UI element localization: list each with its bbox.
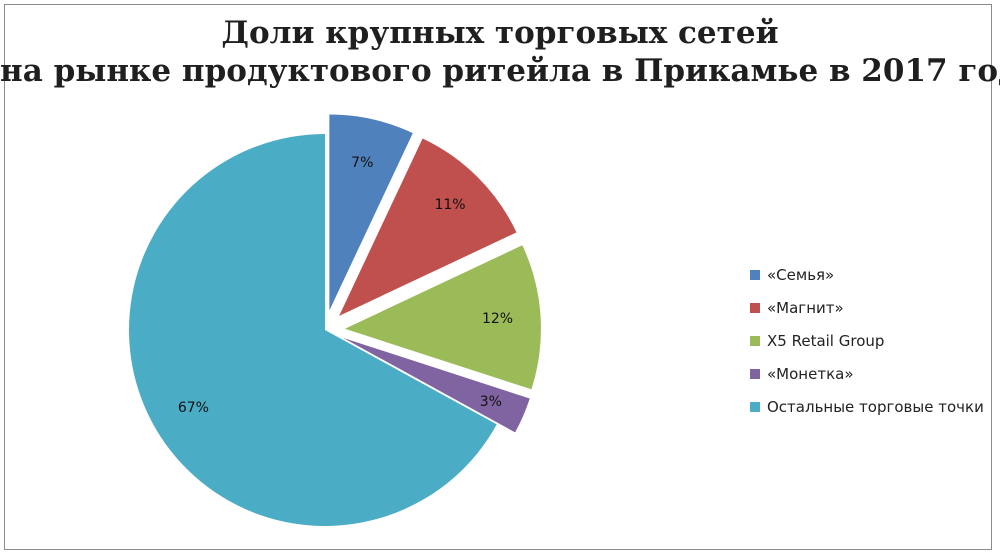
chart-title: Доли крупных торговых сетей на рынке про… xyxy=(0,14,1000,90)
data-label-1: 11% xyxy=(434,197,465,213)
pie-slice-1 xyxy=(339,138,517,316)
legend-label: X5 Retail Group xyxy=(767,331,885,350)
legend-item-magnit: «Магнит» xyxy=(750,291,990,324)
pie-slice-3 xyxy=(343,337,530,433)
data-label-2: 12% xyxy=(482,311,513,327)
legend-item-x5: X5 Retail Group xyxy=(750,324,990,357)
data-label-4: 67% xyxy=(178,400,209,416)
chart-title-line-2: на рынке продуктового ритейла в Прикамье… xyxy=(0,53,1000,89)
legend-item-semya: «Семья» xyxy=(750,258,990,291)
legend: «Семья» «Магнит» X5 Retail Group «Монетк… xyxy=(750,258,990,423)
pie-data-labels: 7% 11% 12% 3% 67% xyxy=(178,155,513,416)
data-label-0: 7% xyxy=(351,155,373,171)
legend-swatch xyxy=(750,401,760,412)
pie-slice-0 xyxy=(329,114,413,311)
legend-swatch xyxy=(750,269,760,280)
legend-swatch xyxy=(750,335,760,346)
pie-slices xyxy=(128,114,541,526)
legend-label: Остальные торговые точки xyxy=(767,397,984,416)
legend-label: «Монетка» xyxy=(767,364,854,383)
legend-item-other: Остальные торговые точки xyxy=(750,390,990,423)
pie-slice-4 xyxy=(128,134,497,526)
legend-label: «Магнит» xyxy=(767,298,844,317)
legend-label: «Семья» xyxy=(767,265,835,284)
pie-slice-2 xyxy=(344,245,541,390)
chart-title-line-1: Доли крупных торговых сетей xyxy=(221,15,779,51)
data-label-3: 3% xyxy=(480,394,502,410)
legend-swatch xyxy=(750,302,760,313)
legend-swatch xyxy=(750,368,760,379)
legend-item-monetka: «Монетка» xyxy=(750,357,990,390)
